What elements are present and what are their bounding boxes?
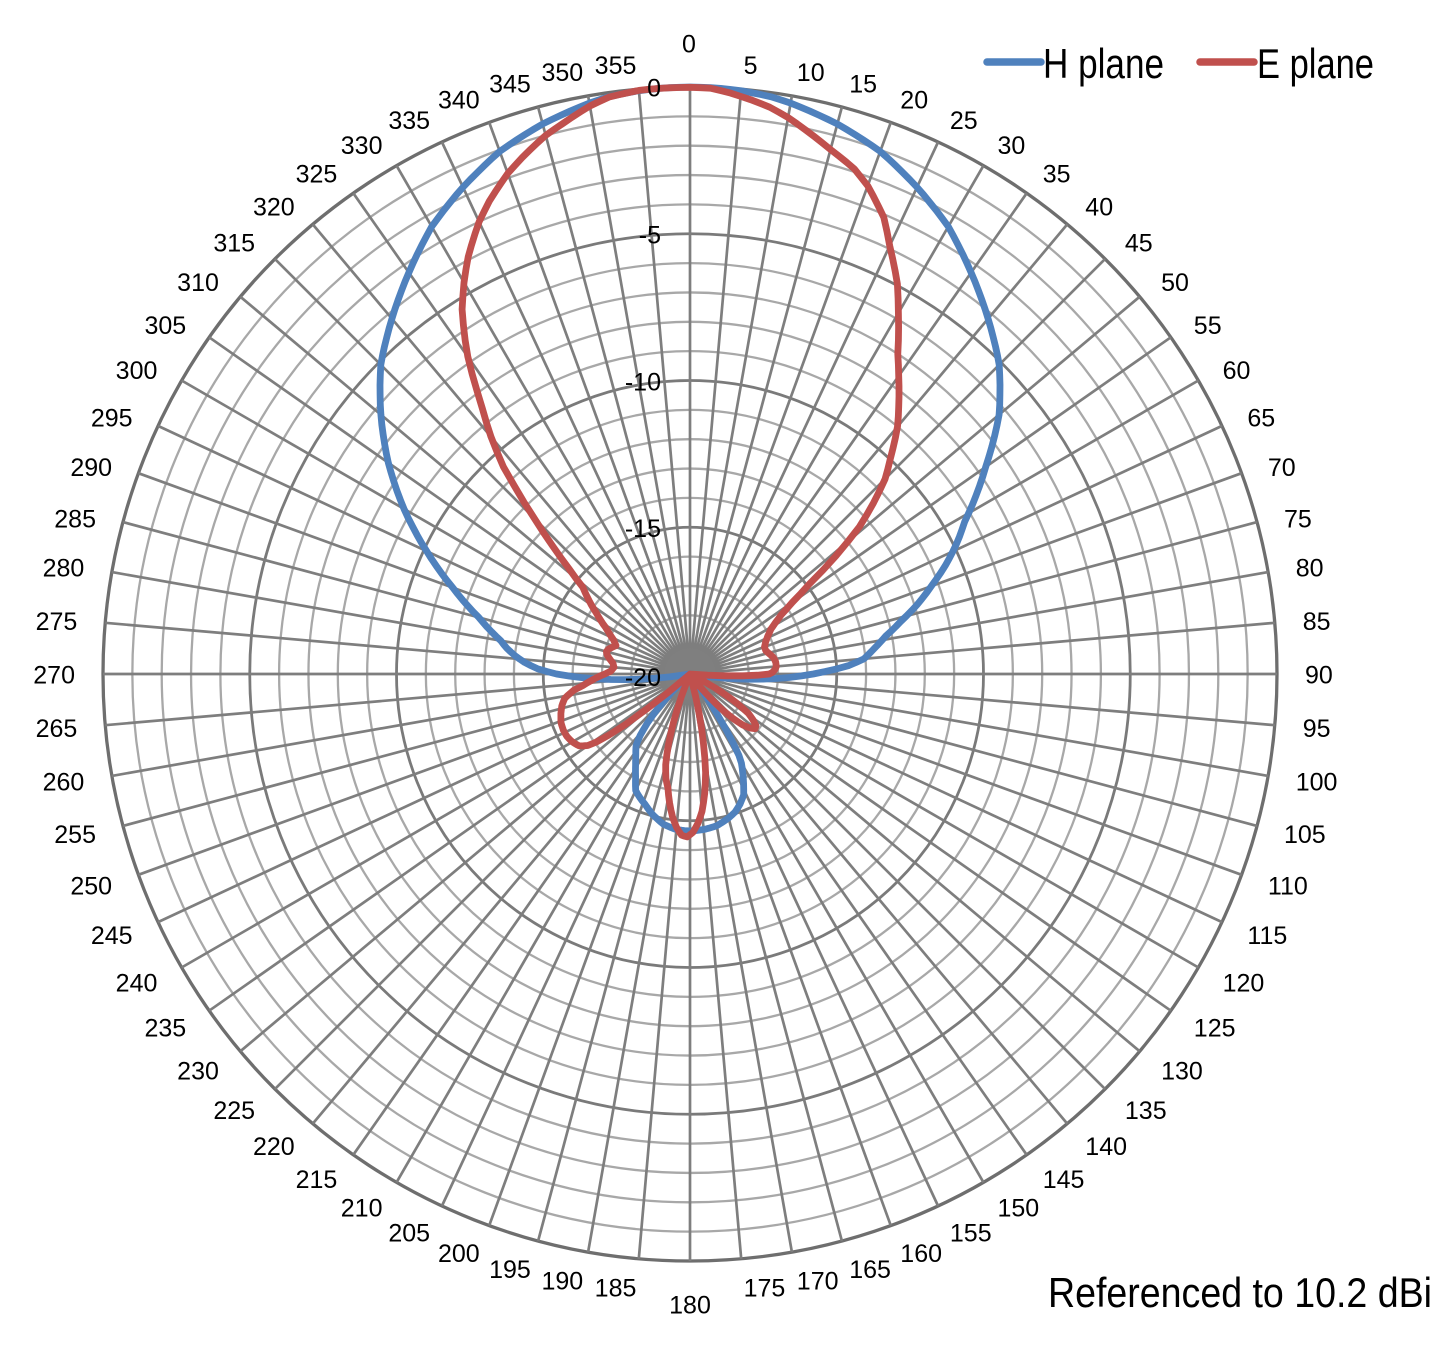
svg-text:220: 220 (253, 1133, 295, 1161)
svg-text:25: 25 (950, 107, 978, 135)
svg-text:-20: -20 (625, 664, 661, 692)
svg-text:345: 345 (489, 71, 531, 99)
svg-text:255: 255 (54, 821, 96, 849)
svg-text:10: 10 (797, 59, 825, 87)
svg-text:310: 310 (177, 269, 219, 297)
svg-text:130: 130 (1161, 1057, 1203, 1085)
svg-text:230: 230 (177, 1057, 219, 1085)
svg-text:115: 115 (1247, 922, 1287, 950)
svg-text:205: 205 (388, 1219, 430, 1247)
svg-text:295: 295 (91, 405, 133, 433)
svg-text:75: 75 (1284, 505, 1312, 533)
svg-text:200: 200 (438, 1240, 480, 1268)
svg-text:225: 225 (213, 1097, 255, 1125)
svg-text:120: 120 (1223, 970, 1265, 998)
svg-text:260: 260 (43, 768, 85, 796)
svg-text:270: 270 (33, 662, 75, 690)
svg-text:70: 70 (1268, 454, 1296, 482)
svg-text:210: 210 (341, 1195, 383, 1223)
svg-text:300: 300 (116, 357, 158, 385)
svg-text:20: 20 (900, 87, 928, 115)
svg-text:340: 340 (438, 87, 480, 115)
svg-text:195: 195 (489, 1256, 531, 1284)
svg-text:50: 50 (1161, 269, 1189, 297)
svg-text:E plane: E plane (1257, 40, 1374, 87)
svg-text:90: 90 (1305, 662, 1333, 690)
svg-text:60: 60 (1223, 357, 1251, 385)
svg-text:105: 105 (1284, 821, 1326, 849)
svg-text:290: 290 (70, 454, 112, 482)
svg-text:190: 190 (541, 1268, 583, 1296)
svg-text:0: 0 (647, 75, 661, 103)
svg-text:45: 45 (1125, 230, 1153, 258)
svg-text:285: 285 (54, 505, 96, 533)
svg-text:80: 80 (1296, 555, 1324, 583)
svg-text:5: 5 (744, 52, 758, 80)
svg-text:40: 40 (1085, 193, 1113, 221)
svg-text:305: 305 (144, 312, 186, 340)
svg-text:-5: -5 (639, 222, 661, 250)
svg-text:250: 250 (70, 872, 112, 900)
svg-text:265: 265 (36, 715, 78, 743)
svg-text:110: 110 (1268, 872, 1308, 900)
svg-text:0: 0 (682, 31, 696, 59)
svg-text:165: 165 (849, 1256, 891, 1284)
svg-text:150: 150 (998, 1195, 1040, 1223)
svg-text:125: 125 (1194, 1015, 1236, 1043)
svg-text:170: 170 (797, 1268, 839, 1296)
svg-text:155: 155 (950, 1219, 992, 1247)
svg-text:135: 135 (1125, 1097, 1167, 1125)
svg-text:275: 275 (36, 608, 78, 636)
svg-text:145: 145 (1043, 1166, 1085, 1194)
svg-text:330: 330 (341, 132, 383, 160)
svg-text:325: 325 (296, 161, 338, 189)
svg-text:30: 30 (998, 132, 1026, 160)
svg-text:180: 180 (669, 1292, 711, 1320)
svg-text:215: 215 (296, 1166, 338, 1194)
svg-text:Referenced to 10.2 dBi: Referenced to 10.2 dBi (1048, 1269, 1432, 1316)
svg-text:315: 315 (213, 230, 255, 258)
svg-text:320: 320 (253, 193, 295, 221)
svg-text:H plane: H plane (1043, 40, 1164, 87)
svg-text:95: 95 (1303, 715, 1331, 743)
svg-text:245: 245 (91, 922, 133, 950)
svg-text:140: 140 (1085, 1133, 1127, 1161)
svg-text:-15: -15 (625, 515, 661, 543)
svg-text:355: 355 (595, 52, 637, 80)
svg-text:85: 85 (1303, 608, 1331, 636)
svg-text:350: 350 (541, 59, 583, 87)
svg-text:35: 35 (1043, 161, 1071, 189)
svg-text:280: 280 (43, 555, 85, 583)
svg-text:-10: -10 (625, 368, 661, 396)
svg-text:175: 175 (744, 1275, 786, 1303)
svg-text:240: 240 (116, 970, 158, 998)
svg-text:335: 335 (388, 107, 430, 135)
svg-text:65: 65 (1247, 405, 1275, 433)
svg-text:55: 55 (1194, 312, 1222, 340)
svg-text:15: 15 (849, 71, 877, 99)
svg-text:185: 185 (595, 1275, 637, 1303)
svg-text:160: 160 (900, 1240, 942, 1268)
svg-text:235: 235 (144, 1015, 186, 1043)
svg-text:100: 100 (1296, 768, 1338, 796)
